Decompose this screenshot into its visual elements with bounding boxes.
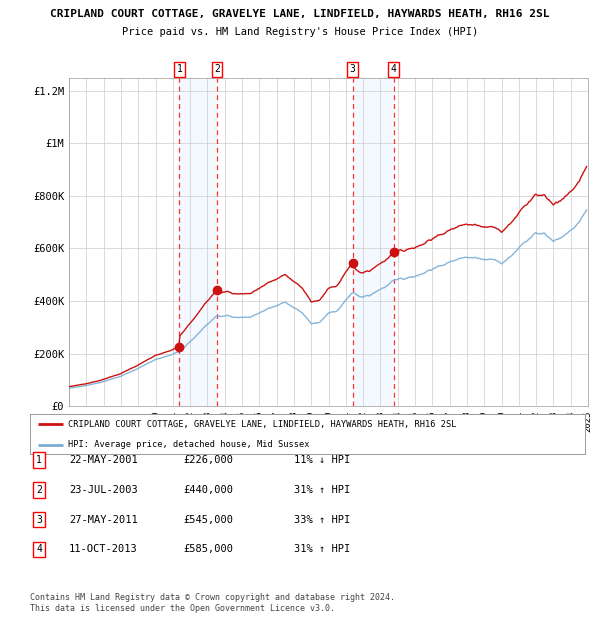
Text: CRIPLAND COURT COTTAGE, GRAVELYE LANE, LINDFIELD, HAYWARDS HEATH, RH16 2SL: CRIPLAND COURT COTTAGE, GRAVELYE LANE, L… — [50, 9, 550, 19]
Text: 33% ↑ HPI: 33% ↑ HPI — [294, 515, 350, 525]
Text: Contains HM Land Registry data © Crown copyright and database right 2024.
This d: Contains HM Land Registry data © Crown c… — [30, 593, 395, 613]
Bar — [179, 78, 217, 406]
Text: 27-MAY-2011: 27-MAY-2011 — [69, 515, 138, 525]
Text: 3: 3 — [36, 515, 42, 525]
Text: 4: 4 — [391, 64, 397, 74]
Text: 3: 3 — [350, 64, 356, 74]
Text: £440,000: £440,000 — [183, 485, 233, 495]
Text: 11% ↓ HPI: 11% ↓ HPI — [294, 455, 350, 465]
Text: 2: 2 — [36, 485, 42, 495]
Text: £585,000: £585,000 — [183, 544, 233, 554]
Text: HPI: Average price, detached house, Mid Sussex: HPI: Average price, detached house, Mid … — [68, 440, 309, 450]
Bar — [353, 78, 394, 406]
Text: 1: 1 — [36, 455, 42, 465]
Text: 23-JUL-2003: 23-JUL-2003 — [69, 485, 138, 495]
Text: 2: 2 — [214, 64, 220, 74]
Text: 22-MAY-2001: 22-MAY-2001 — [69, 455, 138, 465]
Text: 4: 4 — [36, 544, 42, 554]
Text: 31% ↑ HPI: 31% ↑ HPI — [294, 544, 350, 554]
Text: CRIPLAND COURT COTTAGE, GRAVELYE LANE, LINDFIELD, HAYWARDS HEATH, RH16 2SL: CRIPLAND COURT COTTAGE, GRAVELYE LANE, L… — [68, 420, 456, 429]
Text: 1: 1 — [176, 64, 182, 74]
Text: £226,000: £226,000 — [183, 455, 233, 465]
Text: Price paid vs. HM Land Registry's House Price Index (HPI): Price paid vs. HM Land Registry's House … — [122, 27, 478, 37]
Text: £545,000: £545,000 — [183, 515, 233, 525]
Text: 31% ↑ HPI: 31% ↑ HPI — [294, 485, 350, 495]
Text: 11-OCT-2013: 11-OCT-2013 — [69, 544, 138, 554]
